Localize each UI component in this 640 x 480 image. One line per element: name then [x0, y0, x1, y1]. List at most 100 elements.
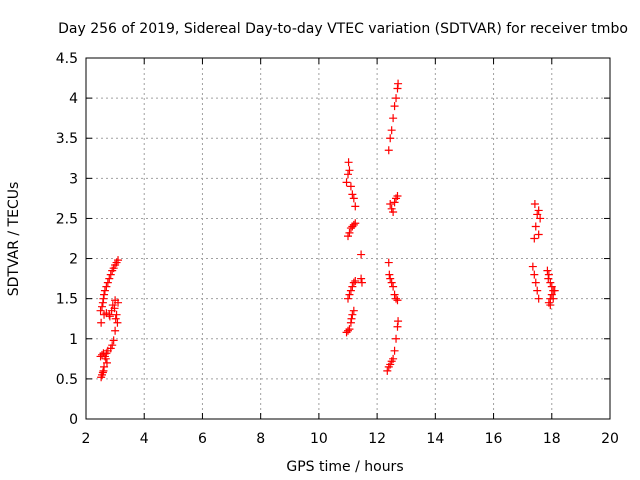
x-tick-label: 20 — [601, 431, 619, 447]
data-point — [108, 341, 117, 350]
data-point — [102, 358, 111, 367]
y-tick-label: 1.5 — [56, 292, 78, 308]
data-point — [100, 362, 109, 371]
data-point — [103, 278, 112, 287]
data-point — [345, 290, 354, 299]
data-point — [531, 222, 540, 231]
x-tick-label: 10 — [310, 431, 328, 447]
data-point — [345, 166, 354, 175]
data-point — [345, 228, 354, 237]
data-point — [392, 334, 401, 343]
data-point — [342, 178, 351, 187]
data-point — [96, 306, 105, 315]
data-point — [393, 191, 402, 200]
data-point — [389, 208, 398, 217]
x-tick-label: 8 — [256, 431, 265, 447]
data-point — [528, 262, 537, 271]
data-point — [390, 290, 399, 299]
data-point — [389, 354, 398, 363]
data-point — [105, 274, 114, 283]
y-tick-label: 2 — [69, 252, 78, 268]
x-tick-label: 16 — [485, 431, 503, 447]
data-point — [386, 200, 395, 209]
data-point — [100, 286, 109, 295]
data-point — [543, 266, 552, 275]
y-tick-label: 3.5 — [56, 131, 78, 147]
data-point — [546, 301, 555, 310]
y-tick-label: 4.5 — [56, 51, 78, 67]
y-tick-label: 0 — [69, 412, 78, 428]
data-point — [349, 306, 358, 315]
data-point — [108, 301, 117, 310]
data-point — [345, 325, 354, 334]
data-point — [387, 126, 396, 135]
data-point — [346, 286, 355, 295]
data-point — [111, 296, 120, 305]
data-point — [348, 282, 357, 291]
y-tick-label: 0.5 — [56, 372, 78, 388]
x-tick-label: 2 — [82, 431, 91, 447]
x-axis-label: GPS time / hours — [286, 459, 403, 475]
data-point — [390, 198, 399, 207]
y-tick-label: 3 — [69, 171, 78, 187]
data-point — [390, 346, 399, 355]
data-point — [348, 190, 357, 199]
data-point — [97, 318, 106, 327]
data-point — [530, 270, 539, 279]
data-point — [344, 170, 352, 179]
data-point — [344, 158, 353, 167]
data-point — [386, 274, 395, 283]
x-tick-label: 12 — [368, 431, 386, 447]
chart-title: Day 256 of 2019, Sidereal Day-to-day VTE… — [58, 21, 628, 37]
data-point — [114, 256, 123, 265]
data-point — [111, 326, 120, 335]
data-point — [390, 102, 399, 111]
data-point — [351, 202, 360, 211]
data-point — [106, 270, 115, 279]
data-point — [107, 306, 116, 315]
data-point — [384, 258, 393, 267]
data-point — [100, 290, 109, 299]
data-point — [387, 278, 396, 287]
y-tick-label: 1 — [69, 332, 78, 348]
data-point — [111, 314, 120, 323]
data-point — [534, 206, 543, 215]
data-point — [394, 79, 403, 88]
data-point — [357, 274, 366, 283]
y-tick-label: 4 — [69, 91, 78, 107]
y-tick-label: 2.5 — [56, 211, 78, 227]
data-point — [386, 134, 395, 143]
data-point — [530, 200, 539, 209]
data-point — [98, 302, 107, 311]
data-point — [385, 270, 394, 279]
data-point — [547, 282, 556, 291]
x-tick-label: 6 — [198, 431, 207, 447]
data-point — [349, 278, 358, 287]
data-point — [550, 286, 559, 295]
data-point — [102, 282, 111, 291]
data-point — [392, 294, 401, 303]
data-point — [105, 312, 114, 321]
data-point — [357, 250, 366, 259]
data-point — [546, 278, 555, 287]
plot-frame — [85, 57, 611, 420]
x-tick-label: 18 — [543, 431, 561, 447]
data-point — [534, 294, 543, 303]
data-points — [96, 79, 559, 382]
data-point — [536, 214, 545, 223]
data-point — [349, 194, 358, 203]
data-point — [347, 314, 356, 323]
data-point — [113, 318, 122, 327]
data-point — [549, 294, 558, 303]
data-point — [384, 146, 393, 155]
data-point — [344, 326, 352, 335]
data-point — [112, 310, 121, 319]
y-axis-label: SDTVAR / TECUs — [6, 182, 22, 297]
data-point — [393, 296, 402, 305]
data-point — [351, 277, 360, 286]
data-point — [348, 310, 357, 319]
data-point — [392, 94, 401, 103]
data-point — [394, 317, 403, 326]
data-point — [349, 220, 358, 229]
